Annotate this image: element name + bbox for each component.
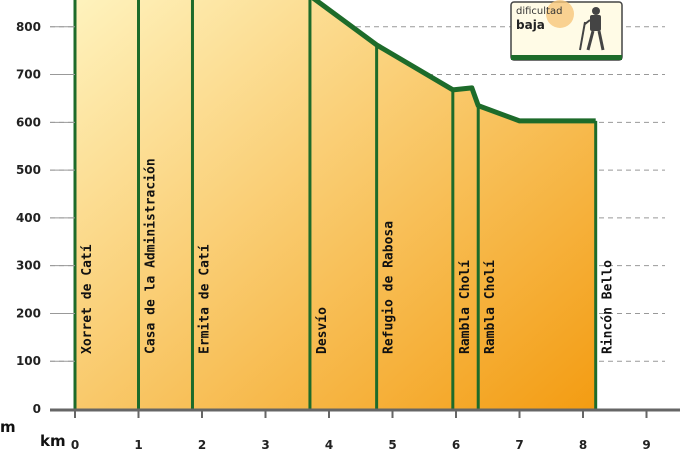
y-tick-label: 0 [33, 402, 41, 416]
y-tick-label: 200 [16, 306, 41, 320]
elevation-area [75, 0, 596, 409]
badge-line-2: baja [516, 18, 545, 32]
y-tick-label: 700 [16, 68, 41, 82]
x-tick-label: 3 [261, 438, 269, 450]
waypoint-label: Refugio de Rabosa [382, 221, 397, 354]
hiker-icon [579, 7, 605, 51]
y-tick-label: 100 [16, 354, 41, 368]
difficulty-badge: dificultad baja [510, 0, 623, 61]
x-tick-label: 0 [71, 438, 79, 450]
waypoint-markers [73, 0, 598, 409]
waypoint-label: Casa de la Administración [144, 158, 159, 354]
y-tick-label: 300 [16, 259, 41, 273]
x-tick-label: 4 [325, 438, 333, 450]
waypoint-labels: Xorret de Catí Casa de la Administración E… [80, 158, 616, 354]
waypoint-label: Desvío [315, 307, 330, 354]
x-tick-label: 8 [579, 438, 587, 450]
waypoint-label: Rincón Bello [601, 260, 616, 354]
x-tick-label: 5 [388, 438, 396, 450]
y-tick-label: 800 [16, 20, 41, 34]
y-tick-label: 500 [16, 163, 41, 177]
waypoint-label: Xorret de Catí [80, 244, 95, 354]
elevation-line [311, 0, 596, 124]
waypoint-label: Ermita de Catí [197, 244, 212, 354]
waypoint-label: Rambla Cholí [458, 260, 473, 354]
y-tick-label: 600 [16, 115, 41, 129]
y-tick-label: 400 [16, 211, 41, 225]
x-tick-label: 9 [642, 438, 650, 450]
x-axis-unit: km [40, 432, 66, 450]
x-tick-label: 1 [134, 438, 142, 450]
waypoint-label: Rambla Cholí [483, 260, 498, 354]
x-tick-label: 7 [515, 438, 523, 450]
x-tick-label: 6 [452, 438, 460, 450]
badge-line-1: dificultad [516, 6, 562, 17]
x-tick-label: 2 [198, 438, 206, 450]
y-axis-unit: m [0, 418, 16, 436]
axes: 01002003004005006007008009000123456789 [16, 20, 680, 450]
